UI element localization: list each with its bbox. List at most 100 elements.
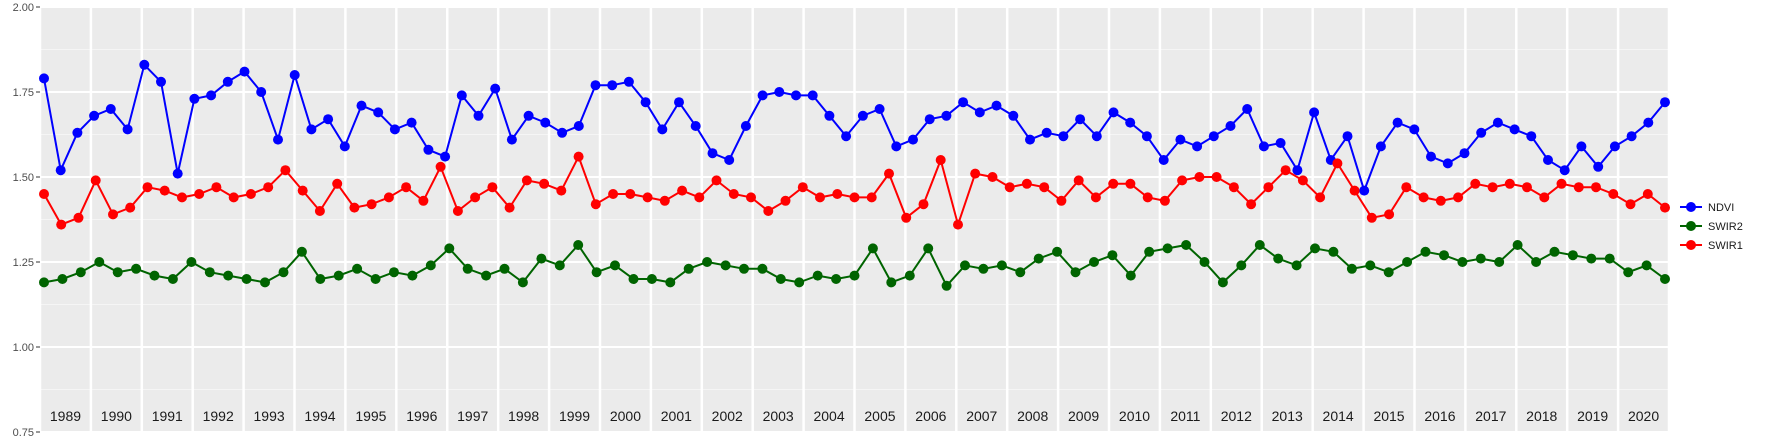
data-point-swir1	[901, 212, 912, 223]
data-point-ndvi	[1609, 141, 1620, 152]
data-point-swir2	[389, 267, 399, 278]
data-point-ndvi	[807, 90, 818, 101]
data-point-swir2	[683, 263, 694, 274]
data-point-swir1	[884, 168, 894, 179]
data-point-swir2	[223, 270, 234, 281]
data-point-swir2	[1291, 260, 1302, 271]
data-point-ndvi	[1108, 107, 1119, 118]
y-tick-label: 2.00	[13, 2, 34, 14]
data-point-swir2	[665, 277, 676, 288]
data-point-swir2	[1439, 250, 1449, 261]
data-point-swir1	[1349, 185, 1360, 196]
data-point-swir2	[94, 257, 105, 267]
data-point-swir2	[315, 274, 326, 284]
data-point-swir2	[1567, 250, 1578, 261]
data-point-ndvi	[1091, 131, 1102, 142]
data-point-swir1	[56, 219, 67, 230]
data-point-ndvi	[657, 124, 668, 135]
data-point-swir1	[711, 175, 722, 186]
data-point-ndvi	[1660, 97, 1670, 108]
data-point-swir1	[694, 192, 705, 203]
data-point-swir2	[831, 274, 842, 284]
data-point-ndvi	[506, 134, 517, 145]
data-point-ndvi	[456, 90, 467, 101]
data-point-ndvi	[89, 110, 100, 121]
data-point-swir2	[57, 274, 68, 284]
data-point-ndvi	[55, 165, 66, 176]
data-point-swir2	[996, 260, 1007, 271]
data-point-swir2	[131, 263, 142, 274]
data-point-swir2	[1236, 260, 1247, 271]
year-label: 2006	[915, 408, 946, 424]
data-point-swir1	[1004, 182, 1015, 193]
year-label: 2013	[1272, 408, 1303, 424]
data-point-ndvi	[156, 76, 166, 87]
data-point-swir2	[1052, 246, 1063, 257]
data-point-swir2	[1457, 257, 1468, 267]
data-point-swir2	[204, 267, 215, 278]
data-point-swir2	[1181, 240, 1192, 250]
data-point-ndvi	[1242, 104, 1253, 114]
data-point-ndvi	[1626, 131, 1637, 142]
data-point-swir2	[1328, 246, 1339, 257]
data-point-swir1	[815, 192, 825, 203]
data-point-ndvi	[222, 76, 233, 87]
data-point-swir2	[610, 260, 620, 271]
data-point-ndvi	[306, 124, 317, 135]
data-point-swir1	[746, 192, 756, 203]
data-point-swir2	[812, 270, 823, 281]
data-point-ndvi	[1375, 141, 1386, 152]
data-point-ndvi	[389, 124, 400, 135]
data-point-swir1	[677, 185, 688, 196]
data-point-swir1	[608, 189, 619, 199]
data-point-ndvi	[473, 110, 484, 121]
data-point-ndvi	[323, 114, 334, 125]
data-point-swir1	[1539, 192, 1550, 203]
data-point-ndvi	[1392, 117, 1403, 128]
data-point-swir1	[435, 161, 446, 172]
data-point-ndvi	[1008, 110, 1019, 121]
data-point-swir2	[352, 263, 363, 274]
data-point-ndvi	[1476, 127, 1487, 138]
year-label: 2014	[1323, 408, 1354, 424]
year-label: 2018	[1526, 408, 1557, 424]
data-point-ndvi	[206, 90, 217, 101]
data-point-swir1	[487, 182, 498, 193]
data-point-ndvi	[1593, 161, 1604, 172]
data-point-swir1	[383, 192, 394, 203]
data-point-ndvi	[189, 93, 200, 104]
data-point-ndvi	[707, 148, 718, 159]
data-point-swir2	[867, 243, 878, 254]
data-point-swir1	[780, 195, 791, 206]
year-label: 2001	[661, 408, 692, 424]
year-label: 1994	[304, 408, 335, 424]
data-point-swir2	[1125, 270, 1136, 281]
data-point-ndvi	[1275, 138, 1286, 148]
data-point-swir1	[556, 185, 567, 196]
data-point-swir1	[1125, 178, 1136, 189]
data-point-swir2	[517, 277, 528, 288]
data-point-swir2	[39, 277, 49, 288]
data-point-swir1	[1297, 175, 1308, 186]
data-point-swir1	[1642, 189, 1653, 199]
data-point-ndvi	[590, 80, 601, 91]
data-point-swir1	[970, 168, 981, 179]
data-point-swir1	[1021, 178, 1032, 189]
data-point-swir1	[108, 209, 118, 220]
data-point-ndvi	[273, 134, 283, 145]
data-point-swir2	[1402, 257, 1413, 267]
data-point-swir1	[1366, 212, 1377, 223]
data-point-swir2	[757, 263, 768, 274]
data-point-swir2	[333, 270, 344, 281]
legend-key-dot	[1686, 202, 1696, 212]
year-label: 2000	[610, 408, 641, 424]
grid-layer	[38, 6, 1671, 433]
data-point-swir1	[314, 206, 325, 216]
legend-item-ndvi: NDVI	[1680, 202, 1734, 214]
data-point-ndvi	[1292, 165, 1303, 176]
data-point-swir2	[1420, 246, 1431, 257]
data-point-swir1	[263, 182, 274, 193]
series-swir1	[39, 151, 1670, 230]
data-point-ndvi	[1309, 107, 1320, 118]
data-point-ndvi	[824, 110, 835, 121]
